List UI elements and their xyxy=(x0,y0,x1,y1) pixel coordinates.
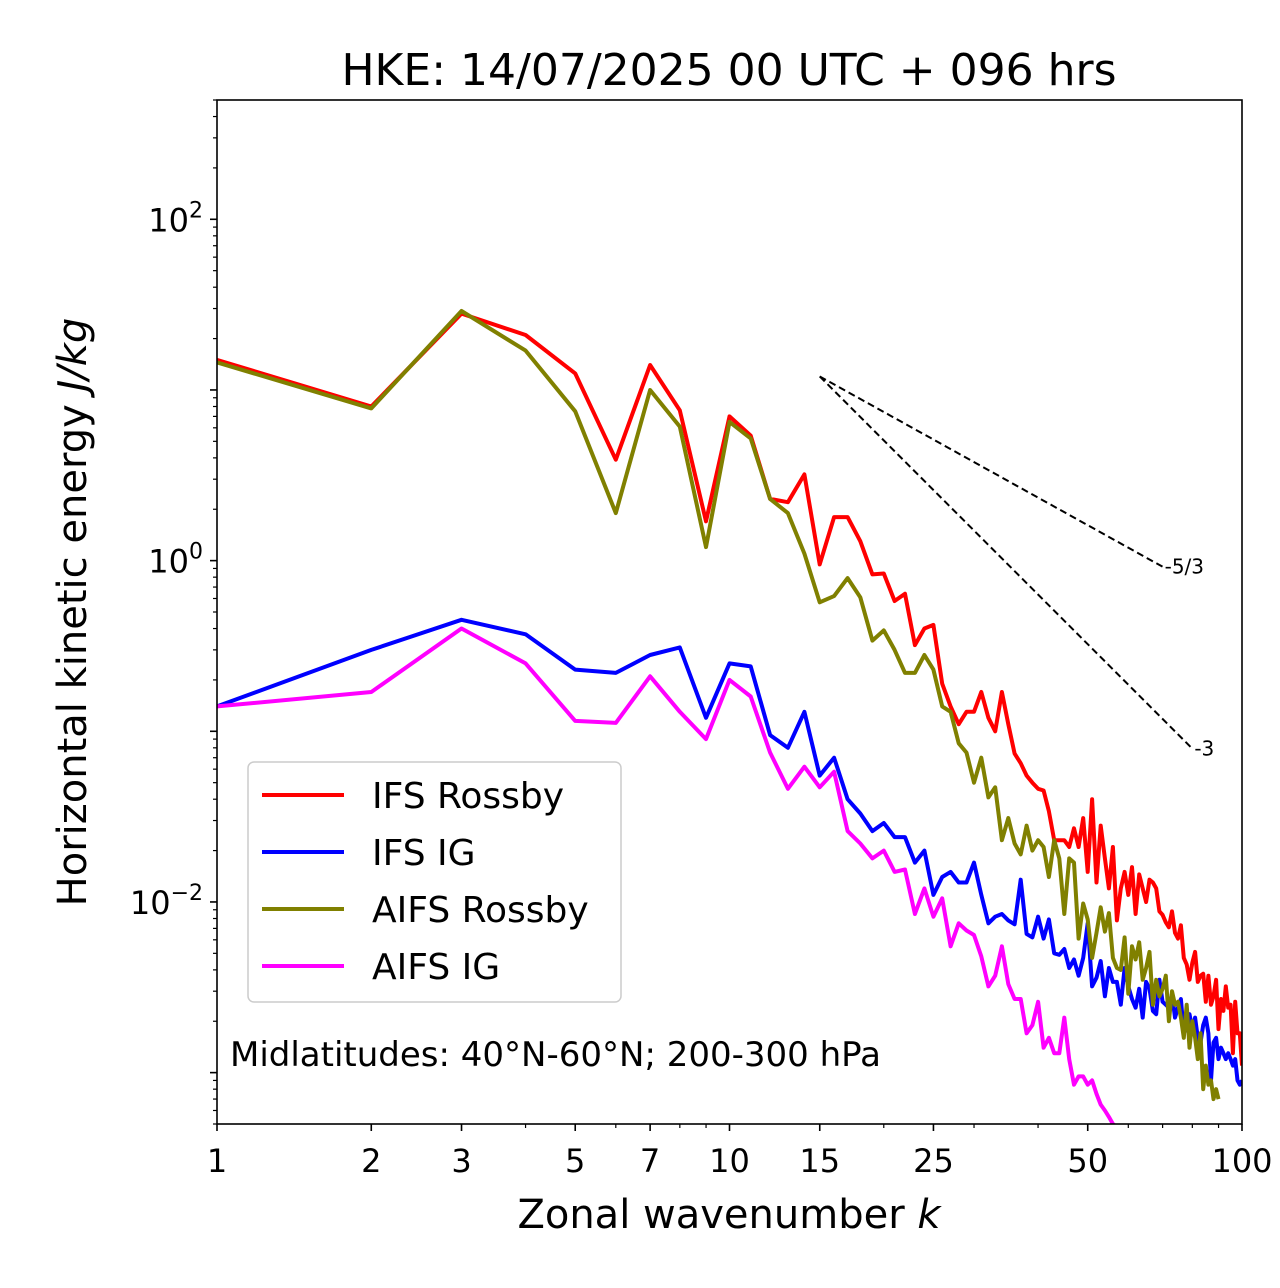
x-tick-label: 25 xyxy=(913,1142,954,1180)
y-tick-label: 100 xyxy=(148,540,203,581)
major-ticks xyxy=(210,218,1243,1131)
series-line-aifs-ig xyxy=(217,626,1117,1124)
y-axis-label: Horizontal kinetic energy J/kg xyxy=(50,318,96,907)
x-axis-label: Zonal wavenumber k xyxy=(517,1192,942,1238)
chart-title: HKE: 14/07/2025 00 UTC + 096 hrs xyxy=(341,45,1116,96)
x-tick-label: 100 xyxy=(1211,1142,1272,1180)
x-tick-label: 10 xyxy=(709,1142,750,1180)
y-tick-labels: 102 100 10−2 xyxy=(130,198,203,922)
legend-frame xyxy=(247,761,622,1003)
legend-label: AIFS IG xyxy=(372,947,500,988)
legend-label: AIFS Rossby xyxy=(372,890,589,931)
x-tick-label: 7 xyxy=(640,1142,660,1180)
reference-slope-lines: -5/3 -3 xyxy=(819,375,1214,761)
region-annotation: Midlatitudes: 40°N-60°N; 200-300 hPa xyxy=(230,1035,881,1075)
x-tick-labels: 1 2 3 5 7 10 15 25 50 100 xyxy=(207,1142,1273,1180)
x-tick-label: 5 xyxy=(565,1142,585,1180)
reference-line-label: -3 xyxy=(1194,737,1214,761)
x-tick-label: 3 xyxy=(451,1142,471,1180)
legend-label: IFS IG xyxy=(372,833,476,874)
reference-line-label: -5/3 xyxy=(1165,555,1204,579)
series-lines xyxy=(217,309,1242,1124)
x-tick-label: 15 xyxy=(799,1142,840,1180)
series-line-aifs-rossby xyxy=(217,309,1221,1102)
x-tick-label: 2 xyxy=(361,1142,381,1180)
plot-area-frame xyxy=(216,99,1243,1125)
legend: IFS Rossby IFS IG AIFS Rossby AIFS IG xyxy=(247,761,622,1003)
legend-label: IFS Rossby xyxy=(372,776,564,817)
y-tick-label: 10−2 xyxy=(130,881,203,922)
x-tick-label: 50 xyxy=(1067,1142,1108,1180)
series-line-ifs-rossby xyxy=(217,311,1242,1066)
y-tick-label: 102 xyxy=(148,198,203,239)
x-tick-label: 1 xyxy=(207,1142,227,1180)
